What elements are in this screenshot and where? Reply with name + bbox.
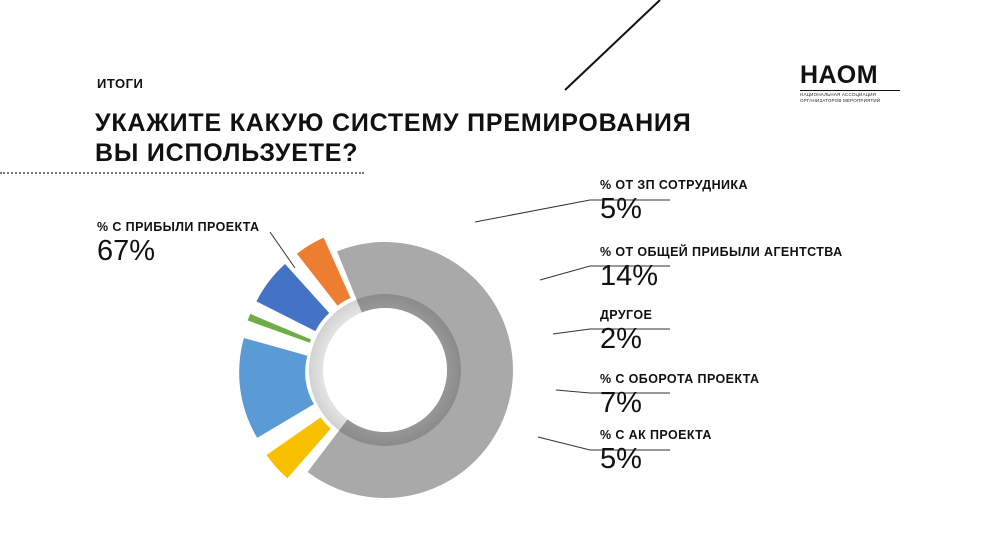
donut-hole [323, 308, 447, 432]
slice-label-name: % ОТ ОБЩЕЙ ПРИБЫЛИ АГЕНТСТВА [600, 245, 843, 259]
donut-slice-1 [266, 417, 331, 479]
page-title: УКАЖИТЕ КАКУЮ СИСТЕМУ ПРЕМИРОВАНИЯ ВЫ ИС… [95, 108, 775, 168]
slice-label-value: 14% [600, 260, 659, 292]
leader-line-3 [552, 328, 670, 335]
logo-subtitle-1: Национальная ассоциация [800, 90, 900, 98]
slice-label-value: 2% [600, 323, 642, 355]
slice-label-name: % С АК ПРОЕКТА [600, 428, 712, 442]
donut-slice-5 [296, 237, 351, 306]
leader-line-2 [539, 265, 670, 281]
donut-slice-3 [247, 313, 312, 343]
slice-label-name: % С ОБОРОТА ПРОЕКТА [600, 372, 760, 386]
title-line-1: УКАЖИТЕ КАКУЮ СИСТЕМУ ПРЕМИРОВАНИЯ [95, 109, 692, 137]
dotted-divider [0, 172, 364, 174]
leader-line-1 [474, 199, 670, 223]
slice-label-value: 7% [600, 387, 642, 419]
leader-line-5 [537, 436, 670, 451]
slice-label-3: ДРУГОЕ 2% [600, 308, 652, 354]
decorative-diagonal-line [564, 0, 661, 91]
logo-wordmark: НАОМ [800, 61, 879, 89]
section-label: ИТОГИ [97, 76, 144, 91]
slice-label-value: 5% [600, 193, 642, 225]
slice-label-1: % ОТ ЗП СОТРУДНИКА 5% [600, 178, 748, 224]
slice-label-name: ДРУГОЕ [600, 308, 653, 322]
slice-label-name: % С ПРИБЫЛИ ПРОЕКТА [97, 220, 260, 234]
title-line-2: ВЫ ИСПОЛЬЗУЕТЕ? [95, 139, 359, 167]
donut-slice-4 [256, 263, 330, 332]
slice-label-4: % С ОБОРОТА ПРОЕКТА 7% [600, 372, 759, 418]
slice-label-5: % С АК ПРОЕКТА 5% [600, 428, 712, 474]
slice-label-0: % С ПРИБЫЛИ ПРОЕКТА 67% [97, 220, 259, 266]
slice-label-value: 67% [97, 235, 156, 267]
donut-slice-2 [239, 337, 314, 438]
leader-line-4 [555, 389, 670, 394]
leader-line-0 [269, 231, 296, 269]
slice-label-2: % ОТ ОБЩЕЙ ПРИБЫЛИ АГЕНТСТВА 14% [600, 245, 843, 291]
naom-logo: НАОМ Национальная ассоциация организатор… [800, 62, 900, 104]
slice-label-value: 5% [600, 443, 642, 475]
logo-subtitle-2: организаторов мероприятий [800, 98, 881, 103]
slice-label-name: % ОТ ЗП СОТРУДНИКА [600, 178, 748, 192]
